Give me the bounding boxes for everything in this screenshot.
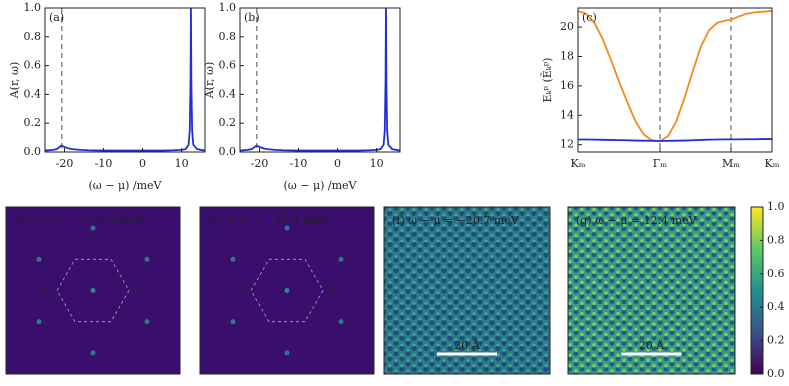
y-tick-label: 12 [560, 138, 574, 151]
x-tick-label: 10 [370, 157, 384, 170]
x-axis-label: (ω − μ) /meV [284, 179, 358, 192]
peak [36, 319, 42, 325]
brillouin-zone [250, 258, 324, 323]
colorbar [750, 206, 764, 375]
data-line [578, 138, 772, 142]
peak [144, 256, 150, 262]
point-label: K [135, 284, 144, 297]
peak [230, 319, 236, 325]
image-frame [383, 206, 551, 375]
x-tick-label: -20 [251, 157, 269, 170]
peak [90, 225, 96, 231]
peak [338, 319, 344, 325]
colorbar-tick-label: 0.6 [767, 267, 785, 280]
x-tick-label: Kₘ [765, 157, 780, 170]
y-tick-label: 0.6 [24, 59, 42, 72]
plot-frame [44, 7, 206, 153]
point-label: Γ [283, 272, 291, 285]
colorbar-tick-label: 0.2 [767, 334, 785, 347]
point-label: K′ [42, 284, 53, 297]
panel-title: (e) ω − μ = 12.4 meV [208, 214, 329, 227]
y-tick-label: 0.4 [219, 87, 237, 100]
data-line [44, 7, 206, 152]
panel-label: (c) [582, 11, 597, 24]
image-frame [5, 206, 181, 375]
panel-title: (f) ω − μ = −20.7 meV [392, 214, 520, 227]
peak [338, 256, 344, 262]
x-tick-label: Γₘ [653, 157, 668, 170]
colorbar-tick-label: 1.0 [767, 200, 785, 213]
plot-frame [239, 7, 401, 153]
point-label: K′ [236, 284, 247, 297]
data-line [239, 7, 401, 152]
data-line [577, 10, 773, 142]
peak [144, 319, 150, 325]
colorbar-tick-label: 0.0 [767, 367, 785, 380]
y-tick-label: 1.0 [219, 1, 237, 14]
peak [36, 256, 42, 262]
y-tick-label: 1.0 [24, 1, 42, 14]
y-axis-label: A(r, ω) [203, 62, 216, 100]
peak [90, 350, 96, 356]
panel-title: (d) ω − μ = −20.7 meV [14, 214, 145, 227]
peak [284, 225, 290, 231]
peak [230, 256, 236, 262]
x-tick-label: Kₘ [571, 157, 586, 170]
y-tick-label: 0.6 [219, 59, 237, 72]
y-tick-label: 16 [560, 79, 574, 92]
y-tick-label: 0.2 [219, 116, 237, 129]
panel-label: (a) [49, 11, 64, 24]
y-tick-label: 18 [560, 49, 574, 62]
peak [284, 350, 290, 356]
colorbar-tick-label: 0.4 [767, 300, 785, 313]
peak [284, 288, 290, 293]
x-tick-label: -10 [290, 157, 308, 170]
scale-bar-label: 20 Å [639, 338, 665, 352]
x-tick-label: 0 [139, 157, 146, 170]
heatmap-image [568, 207, 735, 374]
y-tick-label: 0.0 [24, 145, 42, 158]
x-tick-label: 10 [175, 157, 189, 170]
x-tick-label: 0 [334, 157, 341, 170]
x-tick-label: -20 [56, 157, 74, 170]
scale-bar-label: 20 Å [454, 338, 480, 352]
heatmap-image [384, 207, 550, 374]
brillouin-zone [56, 258, 130, 323]
y-tick-label: 0.4 [24, 87, 42, 100]
x-axis-label: (ω − μ) /meV [89, 179, 163, 192]
y-axis-label: Eₖᵖ (Ẽₖᵖ) [540, 58, 554, 103]
y-axis-label: A(r, ω) [8, 62, 21, 100]
image-frame [567, 206, 736, 375]
panel-title: (g) ω − μ = 12.4 meV [576, 214, 698, 227]
x-tick-label: -10 [95, 157, 113, 170]
point-label: Γ [89, 272, 97, 285]
y-tick-label: 0.8 [219, 30, 237, 43]
x-tick-label: Mₘ [722, 157, 740, 170]
plot-frame [577, 7, 773, 153]
y-tick-label: 14 [560, 108, 574, 121]
peak [90, 288, 96, 293]
y-tick-label: 0.0 [219, 145, 237, 158]
panel-label: (b) [244, 11, 260, 24]
y-tick-label: 0.2 [24, 116, 42, 129]
point-label: K [329, 284, 338, 297]
image-frame [199, 206, 375, 375]
y-tick-label: 20 [560, 20, 574, 33]
colorbar-tick-label: 0.8 [767, 233, 785, 246]
y-tick-label: 0.8 [24, 30, 42, 43]
